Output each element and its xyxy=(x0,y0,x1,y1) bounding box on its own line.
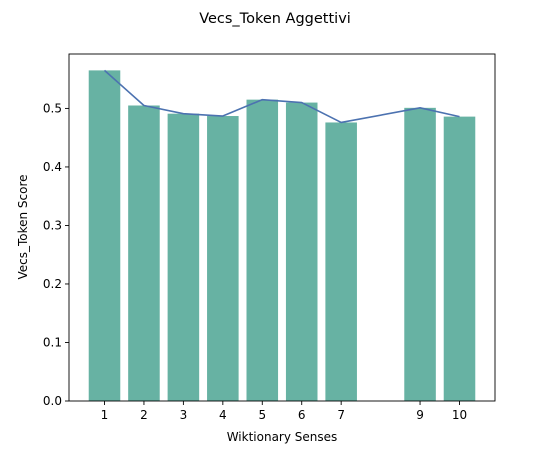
x-tick-label: 1 xyxy=(101,408,109,422)
y-tick-label: 0.0 xyxy=(43,394,62,408)
x-tick-label: 7 xyxy=(337,408,345,422)
bar-3 xyxy=(167,113,200,401)
x-axis-label: Wiktionary Senses xyxy=(227,430,338,444)
x-tick-label: 9 xyxy=(416,408,424,422)
x-tick-label: 10 xyxy=(452,408,467,422)
bar-5 xyxy=(246,99,279,402)
plot-area: 1 2 3 4 5 6 7 9 10 0.0 0.1 0.2 0.3 0.4 0.5 xyxy=(43,53,496,422)
y-tick-label: 0.2 xyxy=(43,277,62,291)
x-tick-label: 3 xyxy=(180,408,188,422)
x-tick-label: 2 xyxy=(140,408,148,422)
plot-frame xyxy=(68,53,496,402)
y-tick-label: 0.4 xyxy=(43,160,62,174)
y-tick-label: 0.1 xyxy=(43,335,62,349)
x-tick-label: 4 xyxy=(219,408,227,422)
bar-10 xyxy=(443,116,476,401)
series-line xyxy=(103,69,460,124)
y-tick-label: 0.3 xyxy=(43,218,62,232)
chart-title: Vecs_Token Aggettivi xyxy=(199,11,351,27)
x-tick-label: 6 xyxy=(298,408,306,422)
bar-4 xyxy=(207,116,239,402)
bar-1 xyxy=(88,70,121,401)
bar-7 xyxy=(325,122,357,401)
bar-9 xyxy=(404,107,436,401)
y-axis-label: Vecs_Token Score xyxy=(16,174,30,279)
x-tick-label: 5 xyxy=(258,408,266,422)
bar-2 xyxy=(128,105,160,402)
bar-6 xyxy=(285,102,318,401)
y-tick-label: 0.5 xyxy=(43,101,62,115)
